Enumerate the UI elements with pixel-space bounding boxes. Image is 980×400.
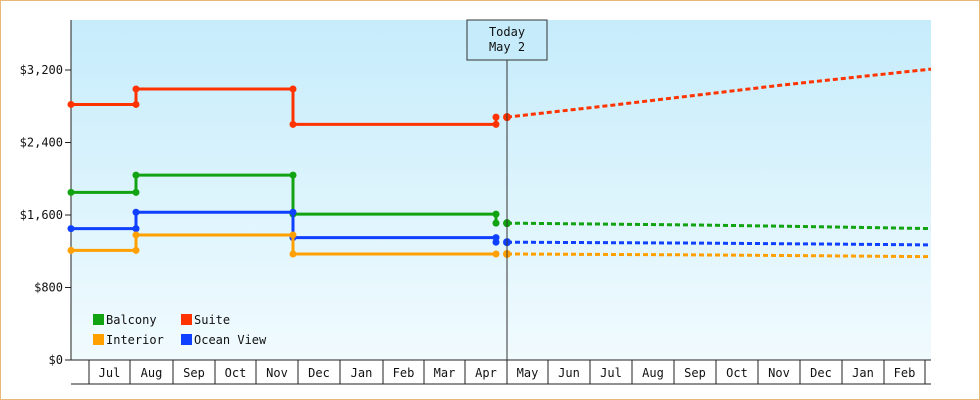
- series-point: [132, 171, 140, 179]
- series-point: [289, 85, 297, 93]
- x-tick-label: Feb: [393, 366, 415, 380]
- legend-label-suite: Suite: [194, 313, 230, 327]
- x-tick-label: Apr: [475, 366, 497, 380]
- legend-swatch-balcony: [93, 314, 104, 325]
- x-tick-label: Sep: [183, 366, 205, 380]
- x-tick-label: Mar: [434, 366, 456, 380]
- x-tick-label: Jun: [558, 366, 580, 380]
- x-tick-label: Sep: [684, 366, 706, 380]
- series-point: [132, 208, 140, 216]
- series-point: [132, 225, 140, 233]
- series-point: [289, 171, 297, 179]
- y-tick-label: $800: [34, 281, 63, 295]
- series-point: [492, 250, 500, 258]
- x-tick-label: Aug: [642, 366, 664, 380]
- legend-label-ocean: Ocean View: [194, 333, 267, 347]
- legend-label-interior: Interior: [106, 333, 164, 347]
- series-point: [289, 231, 297, 239]
- x-tick-label: Jan: [351, 366, 373, 380]
- legend-swatch-ocean: [181, 334, 192, 345]
- series-forecast-interior: [506, 252, 932, 259]
- series-point: [289, 120, 297, 128]
- today-label: Today: [489, 25, 525, 39]
- series-point: [132, 188, 140, 196]
- series-point: [67, 246, 75, 254]
- x-tick-label: Dec: [308, 366, 330, 380]
- series-point: [67, 100, 75, 108]
- x-tick-label: Oct: [726, 366, 748, 380]
- x-tick-label: Dec: [810, 366, 832, 380]
- y-tick-label: $0: [49, 353, 63, 367]
- x-tick-label: Jul: [600, 366, 622, 380]
- legend-label-balcony: Balcony: [106, 313, 157, 327]
- y-tick-label: $2,400: [20, 136, 63, 150]
- legend-swatch-interior: [93, 334, 104, 345]
- series-point: [132, 246, 140, 254]
- series-point: [492, 113, 500, 121]
- x-tick-label: Feb: [894, 366, 916, 380]
- x-tick-label: Jan: [852, 366, 874, 380]
- series-point: [289, 250, 297, 258]
- series-forecast-ocean-view: [506, 240, 932, 247]
- series-point: [492, 120, 500, 128]
- today-box: [466, 19, 548, 61]
- series-line-interior: [71, 233, 496, 256]
- plot-background: [71, 20, 931, 360]
- series-point: [492, 238, 500, 246]
- y-tick-label: $1,600: [20, 208, 63, 222]
- series-point: [132, 231, 140, 239]
- legend-swatch-suite: [181, 314, 192, 325]
- series-point: [67, 225, 75, 233]
- series-point: [67, 188, 75, 196]
- x-tick-label: Nov: [266, 366, 288, 380]
- series-forecast-balcony: [506, 221, 932, 231]
- series-point: [492, 219, 500, 227]
- series-point: [289, 208, 297, 216]
- series-point: [132, 85, 140, 93]
- y-tick-label: $3,200: [20, 63, 63, 77]
- x-tick-label: Oct: [225, 366, 247, 380]
- x-tick-label: Nov: [768, 366, 790, 380]
- series-point: [492, 210, 500, 218]
- today-date: May 2: [489, 40, 525, 54]
- x-tick-label: May: [517, 366, 539, 380]
- series-point: [132, 100, 140, 108]
- x-tick-label: Aug: [141, 366, 163, 380]
- series-forecast-suite: [506, 67, 932, 119]
- x-tick-label: Jul: [99, 366, 121, 380]
